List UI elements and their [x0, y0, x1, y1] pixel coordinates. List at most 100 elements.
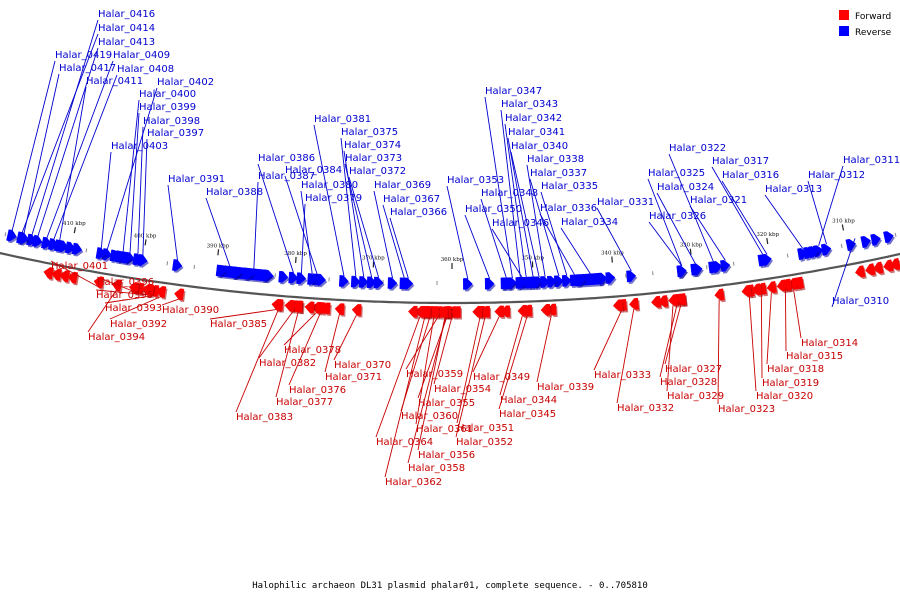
- gene-label[interactable]: Halar_0388: [206, 187, 263, 198]
- gene-forward-extra[interactable]: [676, 293, 687, 306]
- gene-Halar_0383[interactable]: [273, 299, 284, 311]
- gene-label[interactable]: Halar_0316: [722, 170, 779, 181]
- gene-label[interactable]: Halar_0369: [374, 180, 431, 191]
- gene-Halar_0332[interactable]: [628, 297, 639, 310]
- gene-label[interactable]: Halar_0409: [113, 50, 170, 61]
- gene-Halar_0372[interactable]: [373, 276, 384, 289]
- gene-forward-extra[interactable]: [651, 295, 662, 308]
- gene-label[interactable]: Halar_0387: [258, 171, 315, 182]
- gene-Halar_0318[interactable]: [766, 281, 777, 294]
- gene-label[interactable]: Halar_0353: [447, 175, 504, 186]
- gene-label[interactable]: Halar_0417: [59, 63, 116, 74]
- gene-label[interactable]: Halar_0400: [139, 89, 196, 100]
- gene-Halar_0338[interactable]: [540, 276, 550, 288]
- gene-label[interactable]: Halar_0370: [334, 360, 391, 371]
- gene-label[interactable]: Halar_0314: [801, 338, 858, 349]
- gene-label[interactable]: Halar_0338: [527, 154, 584, 165]
- gene-label[interactable]: Halar_0344: [500, 395, 557, 406]
- gene-forward-extra[interactable]: [128, 282, 140, 294]
- gene-label[interactable]: Halar_0379: [305, 193, 362, 204]
- gene-forward-extra[interactable]: [751, 283, 762, 296]
- gene-label[interactable]: Halar_0349: [473, 372, 530, 383]
- gene-label[interactable]: Halar_0339: [537, 382, 594, 393]
- gene-label[interactable]: Halar_0362: [385, 477, 442, 488]
- gene-reverse-extra[interactable]: [883, 231, 894, 244]
- gene-reverse-extra[interactable]: [505, 277, 516, 290]
- gene-label[interactable]: Halar_0350: [465, 204, 522, 215]
- gene-label[interactable]: Halar_0333: [594, 370, 651, 381]
- gene-label[interactable]: Halar_0322: [669, 143, 726, 154]
- gene-label[interactable]: Halar_0393: [105, 303, 162, 314]
- gene-reverse-extra[interactable]: [605, 272, 616, 284]
- gene-label[interactable]: Halar_0320: [756, 391, 813, 402]
- gene-label[interactable]: Halar_0341: [508, 127, 565, 138]
- gene-label[interactable]: Halar_0311: [843, 155, 900, 166]
- gene-forward-extra[interactable]: [421, 306, 431, 318]
- gene-label[interactable]: Halar_0334: [561, 217, 618, 228]
- gene-label[interactable]: Halar_0399: [139, 102, 196, 113]
- gene-reverse-extra[interactable]: [261, 269, 272, 282]
- gene-label[interactable]: Halar_0360: [401, 411, 458, 422]
- gene-forward-extra[interactable]: [612, 299, 623, 312]
- gene-label[interactable]: Halar_0348: [481, 188, 538, 199]
- gene-label[interactable]: Halar_0419: [55, 50, 112, 61]
- gene-Halar_0413[interactable]: [32, 234, 43, 247]
- gene-label[interactable]: Halar_0354: [434, 384, 491, 395]
- gene-label[interactable]: Halar_0356: [418, 450, 475, 461]
- gene-Halar_0403[interactable]: [95, 247, 107, 260]
- gene-label[interactable]: Halar_0361: [416, 424, 473, 435]
- gene-label[interactable]: Halar_0378: [284, 345, 341, 356]
- gene-Halar_0386[interactable]: [288, 271, 299, 284]
- gene-reverse-extra[interactable]: [121, 251, 132, 264]
- gene-Halar_0310[interactable]: [845, 238, 857, 251]
- gene-label[interactable]: Halar_0351: [457, 423, 514, 434]
- gene-Halar_0366[interactable]: [403, 277, 414, 290]
- gene-forward-extra[interactable]: [865, 263, 876, 276]
- gene-Halar_0345[interactable]: [522, 304, 533, 317]
- gene-reverse-extra[interactable]: [71, 242, 83, 255]
- gene-reverse-extra[interactable]: [860, 235, 871, 248]
- gene-forward-extra[interactable]: [143, 284, 155, 297]
- gene-label[interactable]: Halar_0382: [259, 358, 316, 369]
- gene-Halar_0312[interactable]: [820, 243, 832, 256]
- gene-forward-extra[interactable]: [320, 302, 331, 315]
- gene-Halar_0370[interactable]: [351, 304, 362, 316]
- gene-label[interactable]: Halar_0403: [111, 141, 168, 152]
- gene-label[interactable]: Halar_0367: [383, 194, 440, 205]
- gene-label[interactable]: Halar_0321: [690, 195, 747, 206]
- gene-forward-extra[interactable]: [540, 303, 551, 316]
- gene-Halar_0374[interactable]: [358, 276, 369, 288]
- gene-Halar_0352[interactable]: [480, 305, 490, 318]
- gene-reverse-extra[interactable]: [215, 264, 226, 277]
- gene-reverse-extra[interactable]: [278, 270, 289, 283]
- gene-Halar_0353[interactable]: [463, 278, 473, 290]
- gene-label[interactable]: Halar_0340: [511, 141, 568, 152]
- gene-Halar_0349[interactable]: [494, 305, 505, 318]
- gene-forward-extra[interactable]: [67, 271, 79, 284]
- gene-label[interactable]: Halar_0408: [117, 64, 174, 75]
- gene-forward-extra[interactable]: [472, 306, 482, 318]
- gene-label[interactable]: Halar_0359: [406, 369, 463, 380]
- gene-label[interactable]: Halar_0380: [301, 180, 358, 191]
- gene-forward-extra[interactable]: [658, 295, 669, 307]
- gene-label[interactable]: Halar_0364: [376, 437, 433, 448]
- gene-reverse-extra[interactable]: [243, 267, 254, 280]
- gene-label[interactable]: Halar_0366: [390, 207, 447, 218]
- gene-label[interactable]: Halar_0327: [665, 364, 722, 375]
- gene-forward-extra[interactable]: [890, 257, 900, 270]
- gene-label[interactable]: Halar_0395: [96, 290, 153, 301]
- gene-label[interactable]: Halar_0375: [341, 127, 398, 138]
- gene-label[interactable]: Halar_0343: [501, 99, 558, 110]
- gene-reverse-extra[interactable]: [808, 246, 819, 259]
- gene-Halar_0391[interactable]: [172, 259, 183, 271]
- gene-label[interactable]: Halar_0374: [344, 140, 401, 151]
- gene-label[interactable]: Halar_0372: [349, 166, 406, 177]
- gene-Halar_0375[interactable]: [350, 275, 361, 288]
- gene-label[interactable]: Halar_0381: [314, 114, 371, 125]
- gene-reverse-extra[interactable]: [547, 275, 557, 288]
- gene-label[interactable]: Halar_0329: [667, 391, 724, 402]
- gene-label[interactable]: Halar_0328: [660, 377, 717, 388]
- gene-reverse-extra[interactable]: [870, 233, 881, 246]
- gene-label[interactable]: Halar_0313: [765, 184, 822, 195]
- gene-label[interactable]: Halar_0342: [505, 113, 562, 124]
